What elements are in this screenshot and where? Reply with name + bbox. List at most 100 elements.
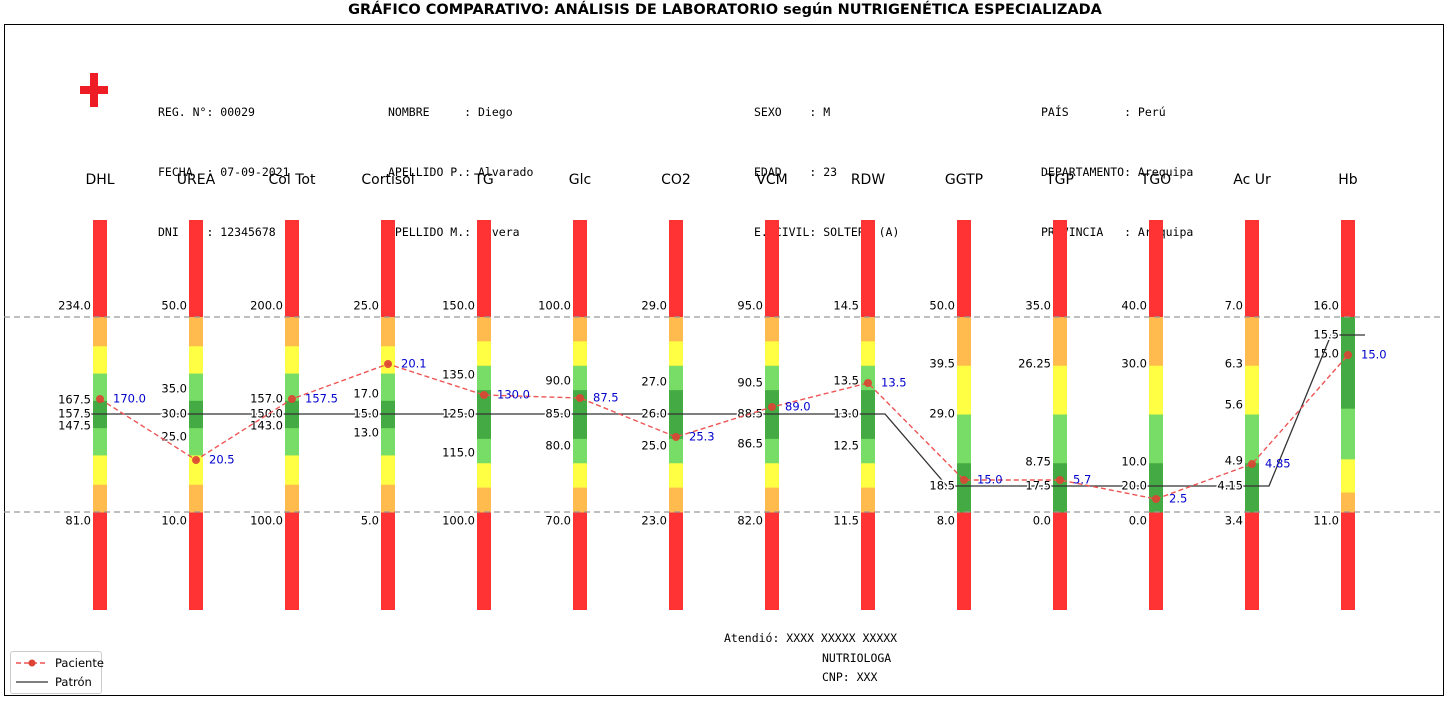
optimal-label-glc: 85.0 xyxy=(545,407,571,421)
max-label-co2: 29.0 xyxy=(641,299,667,313)
band-dhl-3 xyxy=(93,400,107,429)
footer-atendio: Atendió: XXXX XXXXX XXXXX xyxy=(724,631,898,645)
max-label-ggtp: 50.0 xyxy=(929,299,955,313)
band-cortisol-0 xyxy=(381,317,395,347)
point-paciente-ggtp xyxy=(960,476,968,484)
band-hb-2 xyxy=(1341,459,1355,493)
band-ggtp-1 xyxy=(957,365,971,415)
value-label-paciente-glc: 87.5 xyxy=(593,391,619,405)
band-co2-0 xyxy=(669,317,683,342)
band-ac-ur-0 xyxy=(1245,317,1259,367)
min-label-tgp: 0.0 xyxy=(1033,514,1051,528)
band-vcm-5 xyxy=(765,463,779,489)
band-vcm-6 xyxy=(765,487,779,513)
band-glc-2 xyxy=(573,365,587,391)
x-label-glc: Glc xyxy=(569,172,591,188)
point-paciente-vcm xyxy=(768,403,776,411)
estado-civil: E. CIVIL: SOLTERO (A) xyxy=(754,225,900,239)
band-tgo-0 xyxy=(1149,317,1163,367)
band-tgp-0 xyxy=(1053,317,1067,367)
range-label-rdw-0: 13.5 xyxy=(833,374,859,388)
band-rdw-5 xyxy=(861,463,875,489)
band-tgo-3 xyxy=(1149,463,1163,513)
range-label-dhl-0: 167.5 xyxy=(58,393,91,407)
band-tg-4 xyxy=(477,438,491,464)
band-co2-5 xyxy=(669,463,683,489)
reg-number: REG. N°: 00029 xyxy=(158,105,255,119)
max-label-rdw: 14.5 xyxy=(833,299,859,313)
band-cortisol-5 xyxy=(381,455,395,486)
red-cross-icon xyxy=(80,73,108,107)
legend-swatch-paciente xyxy=(16,659,48,667)
min-label-dhl: 81.0 xyxy=(65,514,91,528)
apellido-paterno: APELLIDO P.: Alvarado xyxy=(388,165,534,179)
band-dhl-5 xyxy=(93,455,107,486)
range-label-tgp-0: 26.25 xyxy=(1018,357,1051,371)
range-label-glc-1: 80.0 xyxy=(545,439,571,453)
legend-item-paciente: Paciente xyxy=(15,655,104,671)
band-rdw-3 xyxy=(861,390,875,440)
range-label-ggtp-1: 29.0 xyxy=(929,407,955,421)
x-label-tgp: TGP xyxy=(1045,172,1074,188)
band-col-tot-6 xyxy=(285,484,299,513)
band-co2-6 xyxy=(669,487,683,513)
band-glc-6 xyxy=(573,487,587,513)
min-label-vcm: 82.0 xyxy=(737,514,763,528)
max-label-tgp: 35.0 xyxy=(1025,299,1051,313)
value-label-paciente-tg: 130.0 xyxy=(497,388,530,402)
band-vcm-4 xyxy=(765,438,779,464)
header-col-1: REG. N°: 00029 FECHA : 07-09-2021 DNI : … xyxy=(158,62,290,262)
band-urea-0 xyxy=(189,317,203,347)
band-ac-ur-2 xyxy=(1245,414,1259,464)
legend-label-patron: Patrón xyxy=(55,675,92,689)
band-dhl-6 xyxy=(93,484,107,513)
x-label-col-tot: Col Tot xyxy=(269,172,316,188)
min-label-hb: 11.0 xyxy=(1313,514,1339,528)
point-paciente-hb xyxy=(1344,351,1352,359)
optimal-label-tgo: 20.0 xyxy=(1121,479,1147,493)
legend-label-paciente: Paciente xyxy=(55,656,104,670)
optimal-label-dhl: 157.5 xyxy=(58,407,91,421)
band-cortisol-4 xyxy=(381,428,395,456)
band-cortisol-2 xyxy=(381,373,395,402)
min-label-tgo: 0.0 xyxy=(1129,514,1147,528)
point-paciente-dhl xyxy=(96,395,104,403)
band-dhl-1 xyxy=(93,346,107,375)
max-label-tgo: 40.0 xyxy=(1121,299,1147,313)
value-label-paciente-ac-ur: 4.85 xyxy=(1265,457,1291,471)
footer-rol: NUTRIOLOGA xyxy=(822,651,892,665)
range-label-col-tot-1: 143.0 xyxy=(250,419,283,433)
band-vcm-3 xyxy=(765,390,779,440)
departamento: DEPARTAMENTO: Arequipa xyxy=(1041,165,1194,179)
optimal-label-urea: 30.0 xyxy=(161,407,187,421)
header-col-2: NOMBRE : Diego APELLIDO P.: Alvarado APE… xyxy=(388,62,533,262)
band-ggtp-3 xyxy=(957,463,971,513)
band-ggtp-2 xyxy=(957,414,971,464)
band-co2-4 xyxy=(669,438,683,464)
band-col-tot-2 xyxy=(285,373,299,402)
point-paciente-tgo xyxy=(1152,495,1160,503)
x-label-ac-ur: Ac Ur xyxy=(1233,172,1271,188)
x-label-ggtp: GGTP xyxy=(945,172,983,188)
range-label-ggtp-0: 39.5 xyxy=(929,357,955,371)
range-label-cortisol-0: 17.0 xyxy=(353,387,379,401)
band-cortisol-6 xyxy=(381,484,395,513)
min-label-ac-ur: 3.4 xyxy=(1225,514,1243,528)
point-paciente-co2 xyxy=(672,433,680,441)
min-label-tg: 100.0 xyxy=(442,514,475,528)
x-label-urea: UREA xyxy=(177,172,216,188)
band-tg-1 xyxy=(477,341,491,367)
min-label-ggtp: 8.0 xyxy=(937,514,955,528)
band-tg-2 xyxy=(477,365,491,391)
band-dhl-4 xyxy=(93,428,107,456)
value-label-paciente-col-tot: 157.5 xyxy=(305,392,338,406)
dni: DNI : 12345678 xyxy=(158,225,276,239)
value-label-paciente-cortisol: 20.1 xyxy=(401,357,427,371)
min-label-cortisol: 5.0 xyxy=(361,514,379,528)
point-paciente-glc xyxy=(576,394,584,402)
range-label-tg-1: 115.0 xyxy=(442,446,475,460)
band-tgo-1 xyxy=(1149,365,1163,415)
max-label-ac-ur: 7.0 xyxy=(1225,299,1243,313)
band-ac-ur-3 xyxy=(1245,463,1259,513)
band-tg-3 xyxy=(477,390,491,440)
